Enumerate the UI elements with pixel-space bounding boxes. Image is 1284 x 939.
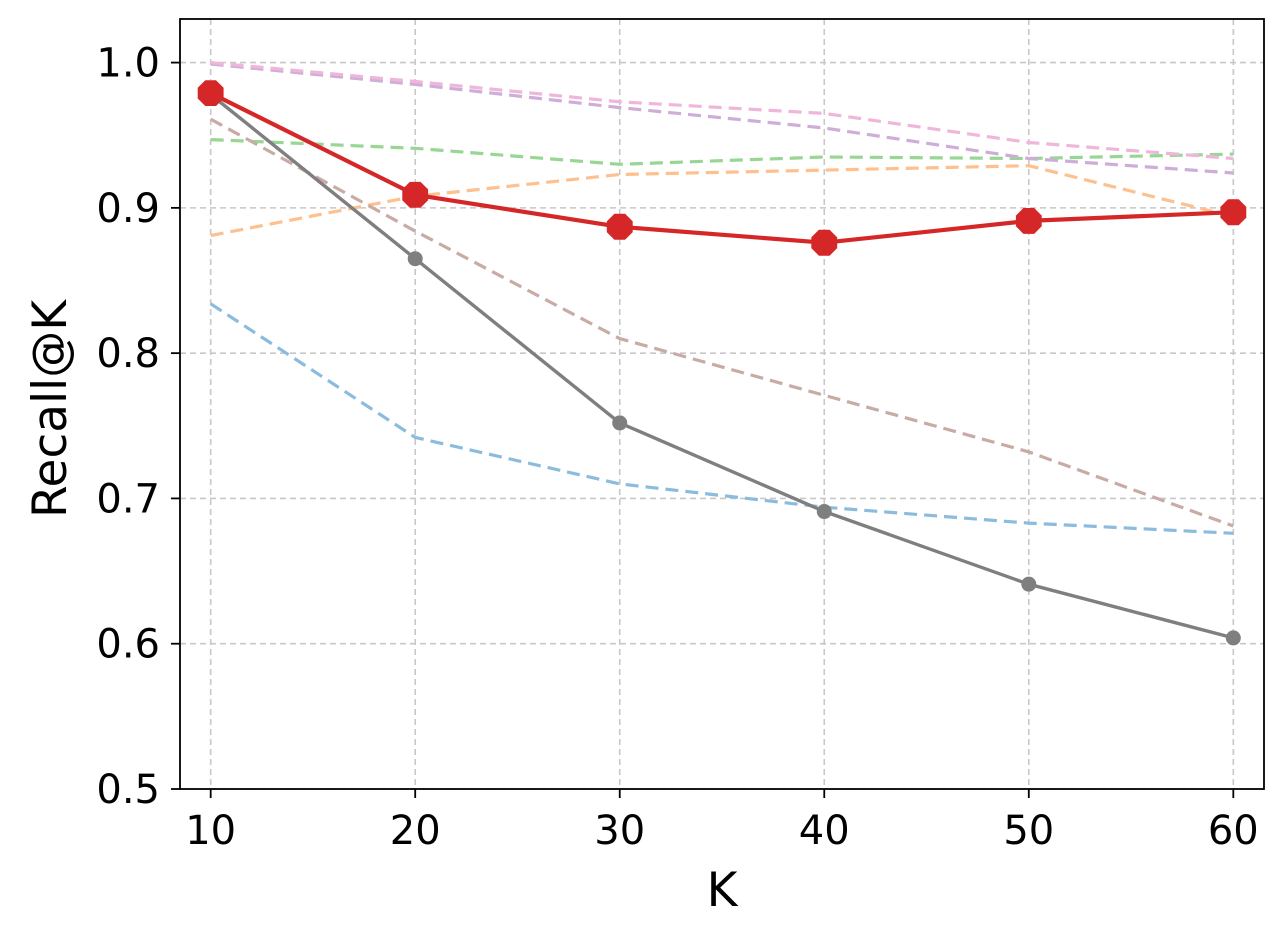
series-line-8 — [208, 91, 1236, 245]
data-point-7 — [407, 251, 423, 267]
x-axis-label: K — [707, 863, 739, 918]
data-point-7 — [816, 504, 832, 520]
grid-lines — [180, 19, 1264, 790]
y-tick-label: 0.8 — [96, 331, 160, 377]
data-point-8 — [606, 213, 633, 240]
y-tick-label: 0.9 — [96, 186, 160, 232]
data-point-7 — [612, 415, 628, 431]
data-point-8 — [811, 229, 838, 256]
series-line-1 — [209, 302, 1234, 535]
y-tick-label: 0.5 — [96, 767, 160, 813]
x-tick-label: 60 — [1208, 808, 1259, 854]
data-point-8 — [1015, 208, 1042, 234]
series-line-2 — [210, 164, 1234, 238]
data-point-8 — [1220, 199, 1247, 226]
y-tick-label: 0.6 — [96, 622, 160, 668]
data-point-8 — [197, 80, 224, 106]
y-tick-label: 0.7 — [96, 476, 160, 522]
data-point-7 — [1021, 576, 1037, 592]
x-tick-label: 30 — [594, 808, 645, 854]
series-lines — [197, 61, 1247, 646]
y-tick-label: 1.0 — [96, 41, 160, 87]
x-tick-label: 50 — [1003, 808, 1054, 854]
y-axis-label: Recall@K — [23, 299, 78, 518]
series-line-4 — [210, 62, 1234, 175]
data-point-7 — [1225, 630, 1241, 646]
x-tick-label: 40 — [799, 808, 850, 854]
data-point-8 — [402, 181, 429, 208]
x-tick-label: 10 — [185, 808, 236, 854]
x-tick-label: 20 — [390, 808, 441, 854]
series-line-7 — [209, 92, 1235, 640]
series-line-5 — [210, 61, 1234, 161]
series-line-6 — [209, 117, 1234, 528]
axis-ticks: 10 20 30 40 50 60 0.5 0.6 0.7 0.8 0.9 1.0 — [96, 41, 1258, 854]
plot-frame — [179, 18, 1265, 790]
series-line-3 — [210, 138, 1234, 166]
